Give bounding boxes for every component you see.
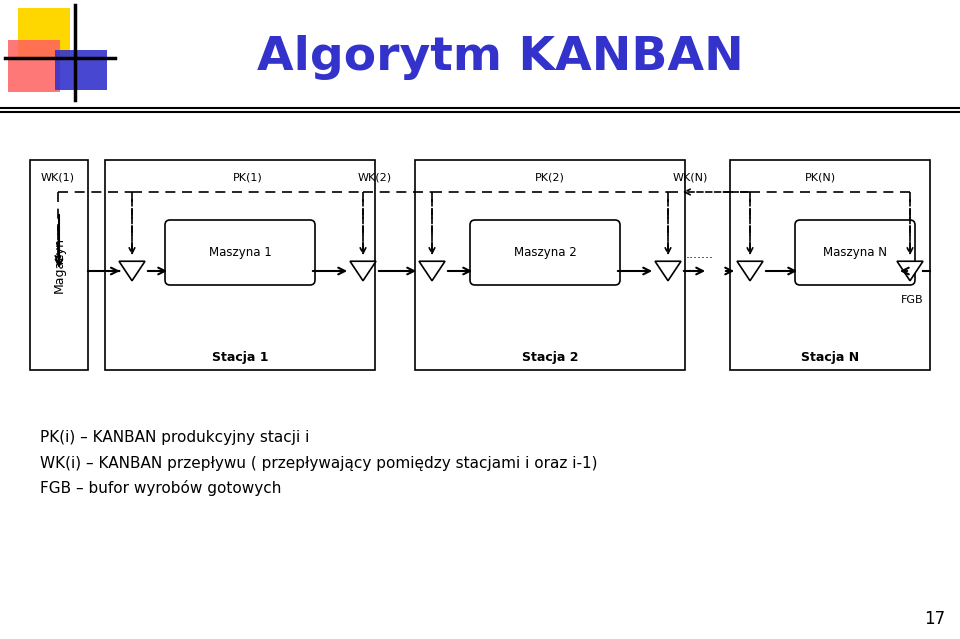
Text: WK(1): WK(1) <box>41 173 75 183</box>
Text: 17: 17 <box>924 610 945 628</box>
Bar <box>30 160 88 370</box>
Bar <box>415 160 685 370</box>
Text: Maszyna 2: Maszyna 2 <box>514 246 576 259</box>
Polygon shape <box>419 261 445 281</box>
Text: PK(N): PK(N) <box>804 173 835 183</box>
Bar <box>105 160 375 370</box>
Text: Stacja 2: Stacja 2 <box>521 351 578 364</box>
Bar <box>55 50 107 90</box>
FancyBboxPatch shape <box>470 220 620 285</box>
Text: .......: ....... <box>686 249 714 261</box>
Text: Maszyna N: Maszyna N <box>823 246 887 259</box>
Text: WK(N): WK(N) <box>672 173 708 183</box>
FancyBboxPatch shape <box>165 220 315 285</box>
Bar <box>730 160 930 370</box>
FancyBboxPatch shape <box>795 220 915 285</box>
Text: Algorytm KANBAN: Algorytm KANBAN <box>256 36 743 81</box>
Polygon shape <box>655 261 681 281</box>
Text: PK(2): PK(2) <box>535 173 564 183</box>
Text: WK(2): WK(2) <box>358 173 392 183</box>
Text: FGB – bufor wyrobów gotowych: FGB – bufor wyrobów gotowych <box>40 480 281 496</box>
Polygon shape <box>737 261 763 281</box>
Text: WK(i) – KANBAN przepływu ( przepływający pomiędzy stacjami i oraz i-1): WK(i) – KANBAN przepływu ( przepływający… <box>40 456 597 471</box>
Text: FGB: FGB <box>900 295 924 305</box>
Text: PK(1): PK(1) <box>233 173 263 183</box>
Text: PK(i) – KANBAN produkcyjny stacji i: PK(i) – KANBAN produkcyjny stacji i <box>40 430 309 445</box>
Bar <box>18 8 70 60</box>
Text: Stacja N: Stacja N <box>801 351 859 364</box>
Polygon shape <box>350 261 376 281</box>
Polygon shape <box>897 261 923 281</box>
Bar <box>8 40 60 92</box>
Polygon shape <box>119 261 145 281</box>
Text: Stacja 1: Stacja 1 <box>212 351 268 364</box>
Text: Maszyna 1: Maszyna 1 <box>208 246 272 259</box>
Text: Magazyn: Magazyn <box>53 237 65 293</box>
